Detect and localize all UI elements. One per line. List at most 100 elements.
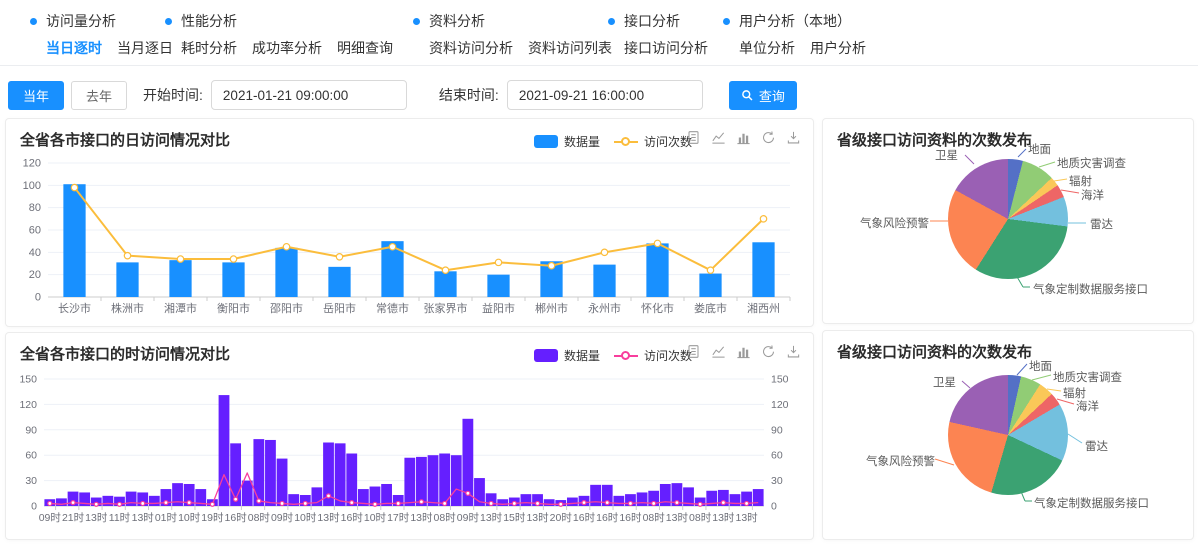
nav-subitem[interactable]: 资料访问列表 <box>528 38 612 58</box>
nav-subitem[interactable]: 用户分析 <box>810 38 866 58</box>
nav-group: 用户分析（本地） 单位分析用户分析 <box>723 11 866 58</box>
data-view-icon[interactable] <box>686 130 701 145</box>
nav-subitem[interactable]: 耗时分析 <box>181 38 237 58</box>
nav-group-title-text: 访问量分析 <box>46 11 116 31</box>
restore-icon[interactable] <box>761 130 776 145</box>
svg-text:120: 120 <box>771 399 789 411</box>
legend-line-marker[interactable] <box>614 136 638 148</box>
svg-text:20时: 20时 <box>550 512 573 524</box>
nav-dot-icon <box>413 18 420 25</box>
svg-text:13时: 13时 <box>526 512 549 524</box>
legend-bar-marker[interactable] <box>534 135 558 148</box>
nav-dot-icon <box>165 18 172 25</box>
svg-text:13时: 13时 <box>317 512 340 524</box>
svg-text:湘西州: 湘西州 <box>747 301 780 315</box>
pie-slice-label: 地面 <box>1029 358 1052 374</box>
nav-group-title: 性能分析 <box>165 11 393 31</box>
nav-group: 性能分析耗时分析成功率分析明细查询 <box>165 11 393 58</box>
chart-toolbox <box>686 344 801 359</box>
nav-subitem[interactable]: 当日逐时 <box>46 38 102 58</box>
pie-slice-label: 地质灾害调查 <box>1053 369 1122 385</box>
legend-line-label[interactable]: 访问次数 <box>644 347 692 364</box>
svg-text:衡阳市: 衡阳市 <box>217 301 250 315</box>
pie-slice-label: 气象风险预警 <box>860 215 929 231</box>
pie-chart[interactable] <box>948 159 1068 279</box>
svg-text:郴州市: 郴州市 <box>535 301 568 315</box>
svg-text:益阳市: 益阳市 <box>482 301 515 315</box>
svg-text:0: 0 <box>35 292 41 304</box>
this-year-button[interactable]: 当年 <box>8 81 64 110</box>
start-time-label: 开始时间: <box>143 85 203 105</box>
svg-text:10时: 10时 <box>178 512 201 524</box>
search-icon <box>741 89 754 102</box>
svg-text:娄底市: 娄底市 <box>694 301 727 315</box>
nav-subitem[interactable]: 单位分析 <box>739 38 795 58</box>
bar-chart-icon[interactable] <box>736 344 751 359</box>
svg-text:0: 0 <box>771 501 777 513</box>
nav-group-title: 资料分析 <box>413 11 612 31</box>
svg-text:60: 60 <box>29 225 41 237</box>
svg-text:岳阳市: 岳阳市 <box>323 301 356 315</box>
bar-chart-icon[interactable] <box>736 130 751 145</box>
province-pie-card-2: 省级接口访问资料的次数发布 地面地质灾害调查辐射海洋雷达气象定制数据服务接口气象… <box>822 330 1194 540</box>
svg-text:16时: 16时 <box>225 512 248 524</box>
legend-line-label[interactable]: 访问次数 <box>644 133 692 150</box>
nav-subitem[interactable]: 接口访问分析 <box>624 38 708 58</box>
svg-text:0: 0 <box>31 501 37 513</box>
last-year-button[interactable]: 去年 <box>71 81 127 110</box>
hourly-chart-canvas: 0030306060909012012015015009时21时13时11时13… <box>12 373 807 533</box>
start-time-input[interactable] <box>211 80 407 110</box>
svg-text:08时: 08时 <box>643 512 666 524</box>
filter-bar: 当年 去年 开始时间: 结束时间: 查询 <box>8 80 797 110</box>
nav-dot-icon <box>30 18 37 25</box>
top-nav: 访问量分析当日逐时当月逐日性能分析耗时分析成功率分析明细查询资料分析资料访问分析… <box>0 0 1198 66</box>
nav-group-title: 访问量分析 <box>30 11 173 31</box>
nav-subitem[interactable]: 成功率分析 <box>252 38 322 58</box>
restore-icon[interactable] <box>761 344 776 359</box>
download-icon[interactable] <box>786 130 801 145</box>
data-view-icon[interactable] <box>686 344 701 359</box>
pie-slice-label: 海洋 <box>1076 398 1099 414</box>
download-icon[interactable] <box>786 344 801 359</box>
end-time-input[interactable] <box>507 80 703 110</box>
nav-subitem[interactable]: 明细查询 <box>337 38 393 58</box>
line-chart-icon[interactable] <box>711 130 726 145</box>
svg-text:永州市: 永州市 <box>588 301 621 315</box>
svg-text:08时: 08时 <box>434 512 457 524</box>
svg-text:株洲市: 株洲市 <box>111 301 144 315</box>
nav-group-title: 用户分析（本地） <box>723 11 866 31</box>
nav-group-title-text: 资料分析 <box>429 11 485 31</box>
svg-text:80: 80 <box>29 202 41 214</box>
daily-chart-canvas: 020406080100120长沙市株洲市湘潭市衡阳市邵阳市岳阳市常德市张家界市… <box>12 159 807 321</box>
pie-slice-label: 海洋 <box>1081 187 1104 203</box>
pie-slice-label: 气象定制数据服务接口 <box>1033 281 1148 297</box>
line-chart-icon[interactable] <box>711 344 726 359</box>
nav-dot-icon <box>608 18 615 25</box>
daily-chart-legend: 数据量 访问次数 <box>534 133 700 150</box>
pie-slice-label: 气象定制数据服务接口 <box>1034 495 1149 511</box>
pie-chart[interactable] <box>948 375 1068 495</box>
nav-group: 接口分析接口访问分析 <box>608 11 708 58</box>
hourly-chart-title: 全省各市接口的时访问情况对比 <box>20 343 230 364</box>
hourly-visits-chart-card: 全省各市接口的时访问情况对比 数据量 访问次数 0030306060909012… <box>5 332 814 540</box>
svg-text:08时: 08时 <box>689 512 712 524</box>
svg-text:17时: 17时 <box>387 512 410 524</box>
svg-text:20: 20 <box>29 269 41 281</box>
svg-text:120: 120 <box>19 399 37 411</box>
legend-line-marker[interactable] <box>614 350 638 362</box>
svg-text:13时: 13时 <box>666 512 689 524</box>
pie-slice-label: 地质灾害调查 <box>1057 155 1126 171</box>
pie-slice-label: 卫星 <box>933 374 956 390</box>
nav-group-items: 接口访问分析 <box>624 38 708 58</box>
nav-group-title-text: 用户分析（本地） <box>739 11 851 31</box>
legend-bar-label[interactable]: 数据量 <box>564 133 600 150</box>
pie-slice-label: 气象风险预警 <box>866 453 935 469</box>
nav-subitem[interactable]: 资料访问分析 <box>429 38 513 58</box>
nav-group-items: 资料访问分析资料访问列表 <box>429 38 612 58</box>
legend-bar-marker[interactable] <box>534 349 558 362</box>
legend-bar-label[interactable]: 数据量 <box>564 347 600 364</box>
svg-text:15时: 15时 <box>503 512 526 524</box>
search-button[interactable]: 查询 <box>729 81 797 110</box>
svg-text:19时: 19时 <box>201 512 224 524</box>
svg-text:湘潭市: 湘潭市 <box>164 301 197 315</box>
